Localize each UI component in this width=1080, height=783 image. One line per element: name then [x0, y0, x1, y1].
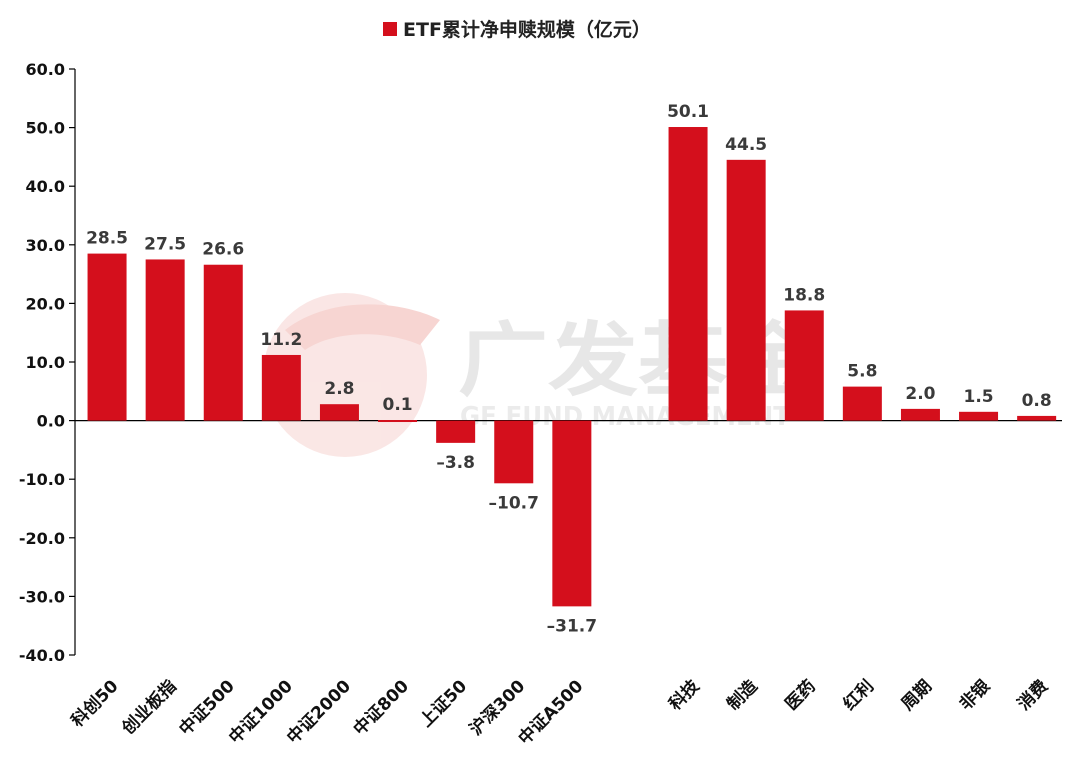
bar — [203, 264, 243, 421]
bar — [319, 404, 359, 421]
category-label: 中证2000 — [283, 676, 355, 748]
bar — [900, 408, 940, 421]
y-tick-label: 60.0 — [26, 60, 65, 79]
category-label: 制造 — [723, 675, 763, 715]
data-label: 44.5 — [725, 135, 767, 155]
data-label: 2.0 — [905, 384, 935, 404]
y-axis: 60.0 50.0 40.0 30.0 20.0 10.0 0.0 -10.0 -20.0 -30… — [19, 60, 1062, 665]
data-label: –31.7 — [547, 616, 597, 636]
data-label: 5.8 — [847, 362, 877, 382]
bar — [261, 354, 301, 421]
y-tick-label: 10.0 — [26, 353, 65, 372]
legend-label: ETF累计净申赎规模（亿元） — [403, 18, 651, 41]
data-label: 26.6 — [202, 240, 244, 260]
category-label: 非银 — [955, 675, 995, 715]
y-tick-label: -10.0 — [19, 470, 65, 489]
bar — [87, 253, 127, 421]
category-label: 红利 — [839, 676, 878, 715]
bar — [668, 127, 708, 421]
category-label: 医药 — [781, 676, 820, 715]
category-label: 科创50 — [67, 676, 123, 732]
legend: ETF累计净申赎规模（亿元） — [383, 18, 651, 41]
y-tick-label: 30.0 — [26, 236, 65, 255]
bar — [842, 386, 882, 421]
bar — [1017, 415, 1057, 421]
y-tick-label: -40.0 — [19, 646, 65, 665]
category-label: 中证800 — [349, 676, 413, 740]
y-tick-label: -30.0 — [19, 587, 65, 606]
bar — [726, 159, 766, 421]
data-label: 50.1 — [667, 102, 709, 122]
data-label: 18.8 — [783, 285, 825, 305]
data-label: 28.5 — [86, 229, 128, 249]
data-label: 2.8 — [324, 379, 354, 399]
category-label: 创业板指 — [117, 676, 181, 740]
category-label: 科技 — [665, 675, 705, 715]
data-label: 1.5 — [963, 387, 993, 407]
legend-swatch — [383, 22, 397, 36]
y-tick-label: -20.0 — [19, 529, 65, 548]
data-label: –3.8 — [436, 453, 475, 473]
data-label: 0.8 — [1022, 391, 1052, 411]
y-tick-label: 50.0 — [26, 119, 65, 138]
y-tick-label: 20.0 — [26, 294, 65, 313]
bar — [784, 310, 824, 421]
data-label: 11.2 — [260, 330, 302, 350]
data-labels: 28.5 27.5 26.6 11.2 2.8 0.1 –3.8 –10.7 –31.7 50.1… — [86, 102, 1052, 636]
data-label: 27.5 — [144, 234, 186, 254]
y-tick-label: 40.0 — [26, 177, 65, 196]
category-label: 上证50 — [416, 676, 471, 731]
watermark-logo-swoosh-icon — [285, 304, 440, 350]
bar — [378, 420, 418, 423]
data-label: 0.1 — [382, 395, 412, 415]
bar — [959, 411, 999, 421]
category-label: 消费 — [1013, 676, 1052, 715]
bars — [87, 127, 1057, 607]
bar — [145, 259, 185, 421]
category-label: 周期 — [898, 676, 936, 714]
y-tick-label: 0.0 — [37, 412, 65, 431]
data-label: –10.7 — [489, 493, 539, 513]
bar — [436, 420, 476, 443]
bar — [552, 420, 592, 607]
bar — [494, 420, 534, 484]
